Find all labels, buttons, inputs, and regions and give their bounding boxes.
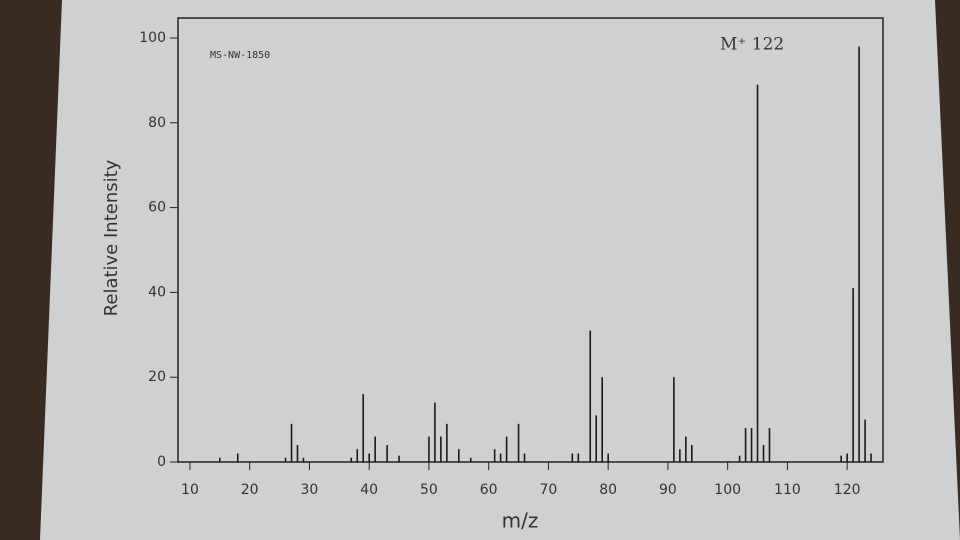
x-tick-label: 40: [360, 482, 378, 498]
y-tick-label: 0: [157, 454, 166, 470]
x-tick-label: 20: [241, 482, 259, 498]
annotation: M⁺ 122: [720, 35, 784, 55]
plot-frame: [177, 17, 884, 463]
x-tick-label: 70: [540, 482, 558, 498]
x-tick-label: 10: [181, 482, 199, 498]
x-axis-label: m/z: [502, 509, 539, 533]
y-axis-label: Relative Intensity: [101, 159, 122, 316]
x-tick-label: 110: [774, 482, 801, 498]
y-tick-label: 80: [148, 115, 166, 131]
y-tick-label: 60: [148, 200, 166, 216]
chart-title: MS-NW-1850: [210, 50, 270, 61]
paper: [40, 0, 960, 540]
y-tick-label: 20: [148, 369, 166, 385]
y-tick-label: 100: [139, 30, 166, 46]
x-tick-label: 100: [714, 482, 741, 498]
x-tick-label: 80: [599, 482, 617, 498]
x-tick-label: 90: [659, 482, 677, 498]
x-tick-label: 30: [301, 482, 319, 498]
x-tick-label: 60: [480, 482, 498, 498]
y-tick-label: 40: [148, 284, 166, 300]
x-tick-label: 50: [420, 482, 438, 498]
x-tick-label: 120: [834, 482, 861, 498]
